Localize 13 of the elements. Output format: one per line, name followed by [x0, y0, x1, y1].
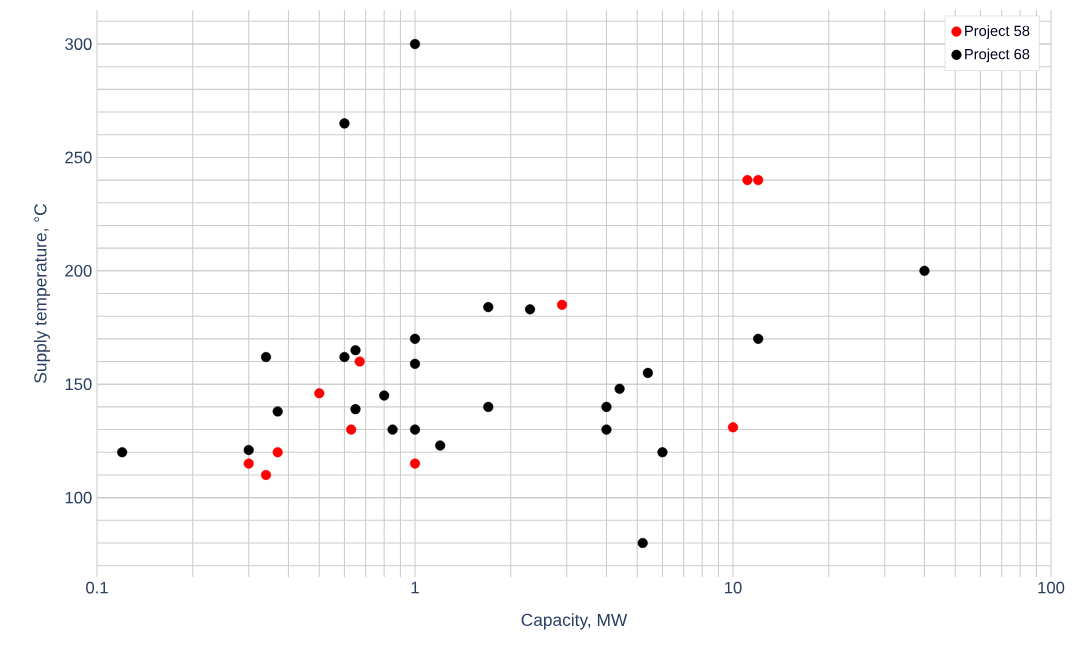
y-tick-label: 300 [65, 38, 92, 50]
x-tick-label: 100 [1038, 581, 1065, 594]
x-tick-label: 10 [725, 581, 742, 594]
y-axis-title: Supply temperature, °C [33, 204, 50, 383]
x-tick-label: 1 [411, 581, 419, 594]
y-tick-label: 200 [65, 264, 92, 277]
y-tick-label: 150 [65, 378, 92, 391]
legend-label: Project 58 [965, 25, 1030, 39]
y-tick-label: 100 [65, 491, 92, 504]
x-axis-title: Capacity, MW [521, 613, 628, 630]
x-tick-label: 0.1 [86, 581, 108, 594]
y-tick-label: 250 [65, 151, 92, 164]
legend-label: Project 68 [965, 48, 1030, 63]
